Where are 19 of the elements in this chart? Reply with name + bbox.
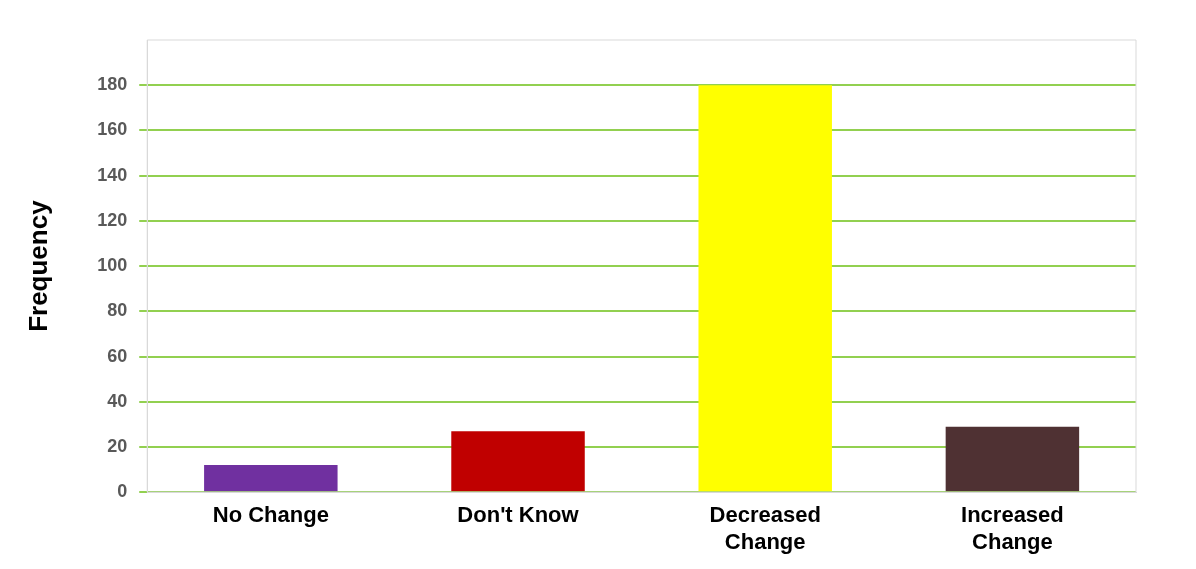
bar: [451, 431, 585, 492]
x-tick-label: Decreased Change: [709, 502, 821, 554]
x-tick-label: Don't Know: [457, 502, 580, 528]
x-tick-label: No Change: [212, 502, 329, 528]
y-tick-label: 120: [97, 209, 128, 230]
y-axis-title: Frequency: [22, 199, 53, 332]
y-tick-label: 180: [97, 74, 128, 95]
y-tick-label: 40: [107, 390, 128, 411]
bar: [698, 85, 832, 492]
y-tick-label: 160: [97, 119, 128, 140]
y-tick-label: 80: [107, 300, 128, 321]
y-tick-label: 140: [97, 164, 128, 185]
y-tick-label: 0: [117, 481, 128, 502]
x-tick-label: Increased Change: [961, 502, 1064, 554]
bar: [204, 465, 338, 492]
y-tick-label: 100: [97, 255, 128, 276]
y-tick-label: 20: [107, 435, 128, 456]
bar: [945, 426, 1080, 492]
y-tick-label: 60: [107, 345, 128, 366]
